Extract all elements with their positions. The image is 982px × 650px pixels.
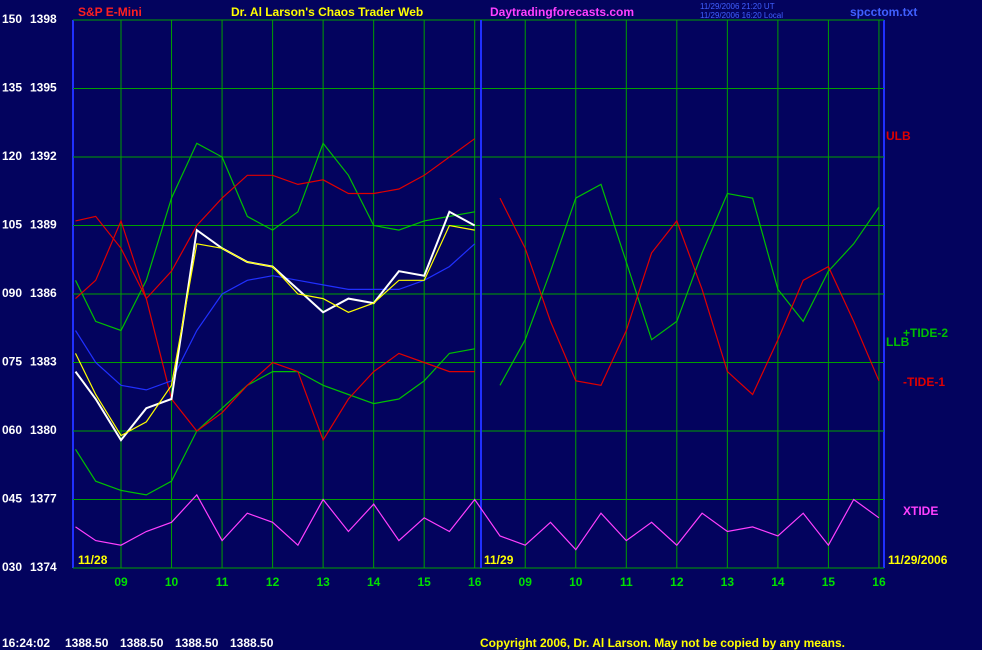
quote: 1388.50 [65,636,109,650]
time-ut: 11/29/2006 21:20 UT [700,2,775,11]
series-label: -TIDE-1 [903,375,945,389]
quote: 1388.50 [175,636,219,650]
date-label: 11/29 [484,553,514,567]
time-local: 11/29/2006 16:20 Local [700,11,783,20]
y-tick-label: 105 [2,218,22,232]
x-tick-label: 09 [114,575,128,589]
x-tick-label: 11 [216,575,229,589]
series-line [75,138,476,300]
series-label: XTIDE [903,504,938,518]
date-label: 11/29/2006 [888,553,948,567]
y2-tick-label: 1374 [30,560,57,574]
site: Daytradingforecasts.com [490,5,634,19]
y2-tick-label: 1380 [30,423,57,437]
x-tick-label: 12 [670,575,684,589]
y-tick-label: 060 [2,423,22,437]
series-line [74,142,475,332]
x-tick-label: 14 [771,575,785,589]
annotation: ULB [886,129,911,143]
series-line [74,243,476,391]
series-line [75,219,475,442]
y2-tick-label: 1389 [30,218,57,232]
copyright: Copyright 2006, Dr. Al Larson. May not b… [480,636,845,650]
symbol: S&P E-Mini [78,5,142,19]
y-tick-label: 045 [2,492,22,506]
series-line [74,224,475,437]
x-tick-label: 15 [822,575,836,589]
y-tick-label: 090 [2,286,22,300]
series-line [75,493,880,551]
series-line [499,197,880,396]
y-tick-label: 150 [2,12,22,26]
x-tick-label: 10 [569,575,583,589]
quote: 1388.50 [230,636,274,650]
x-tick-label: 12 [266,575,280,589]
y2-tick-label: 1386 [30,286,57,300]
x-tick-label: 14 [367,575,381,589]
date-label: 11/28 [78,553,108,567]
quote-time: 16:24:02 [2,636,50,650]
y-tick-label: 075 [2,355,22,369]
file-name: spcctom.txt [850,5,917,19]
x-tick-label: 16 [872,575,886,589]
x-tick-label: 16 [468,575,482,589]
y2-tick-label: 1392 [30,149,57,163]
y-tick-label: 030 [2,560,22,574]
series-line [499,183,880,386]
x-tick-label: 11 [620,575,633,589]
y2-tick-label: 1383 [30,355,57,369]
y2-tick-label: 1398 [30,12,57,26]
y-tick-label: 135 [2,81,22,95]
y-tick-label: 120 [2,149,22,163]
chart-title: Dr. Al Larson's Chaos Trader Web [231,5,423,19]
x-tick-label: 15 [418,575,432,589]
series-line [74,348,475,496]
series-label: +TIDE-2 [903,326,948,340]
x-tick-label: 10 [165,575,179,589]
annotation: LLB [886,335,910,349]
quote: 1388.50 [120,636,164,650]
x-tick-label: 13 [316,575,330,589]
y2-tick-label: 1377 [30,492,57,506]
x-tick-label: 09 [519,575,533,589]
y2-tick-label: 1395 [30,81,57,95]
x-tick-label: 13 [721,575,735,589]
